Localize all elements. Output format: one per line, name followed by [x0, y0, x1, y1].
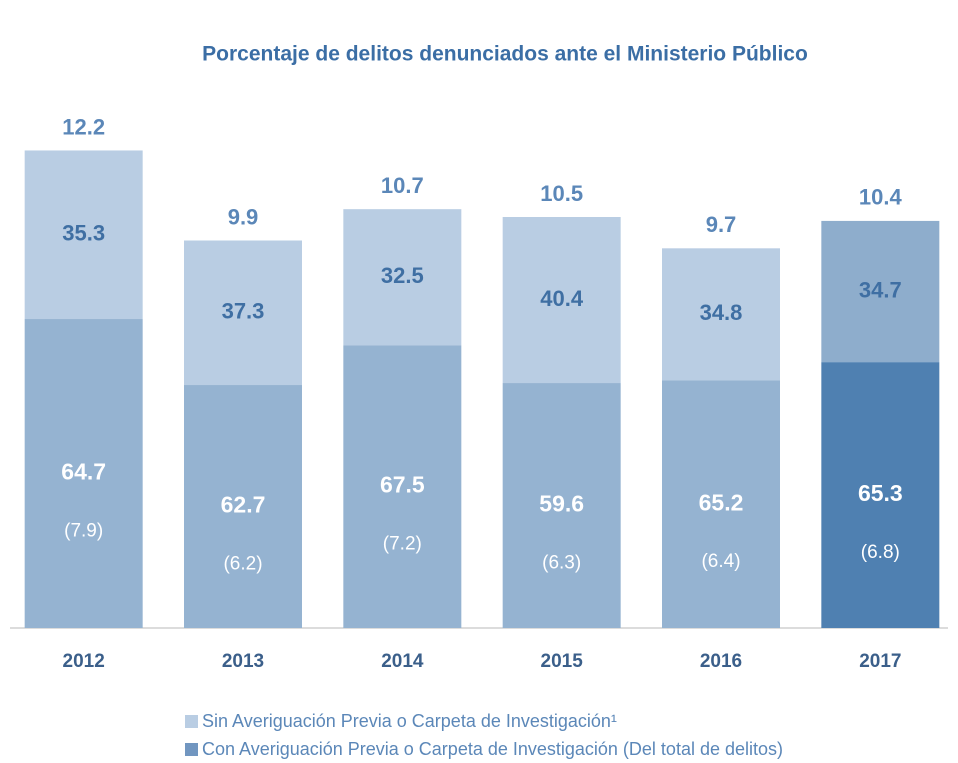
absolute-label: (6.2) — [223, 554, 262, 575]
sin-label: 35.3 — [62, 221, 105, 246]
bar-segment-con — [343, 345, 462, 628]
sin-label: 40.4 — [540, 286, 584, 311]
con-label: 65.2 — [699, 489, 744, 515]
absolute-label: (6.3) — [542, 553, 581, 574]
sin-label: 37.3 — [222, 299, 265, 324]
con-label: 67.5 — [380, 472, 425, 498]
legend-swatch — [185, 743, 198, 756]
legend-swatch — [185, 715, 198, 728]
absolute-label: (7.2) — [383, 534, 422, 555]
bar-segment-con — [184, 385, 302, 628]
absolute-label: (6.8) — [861, 542, 900, 563]
total-label: 12.2 — [62, 114, 105, 139]
legend-label: Sin Averiguación Previa o Carpeta de Inv… — [202, 711, 617, 731]
x-tick-label: 2017 — [859, 651, 901, 672]
sin-label: 34.7 — [859, 277, 902, 302]
con-label: 65.3 — [858, 480, 903, 506]
absolute-label: (7.9) — [64, 521, 103, 542]
con-label: 59.6 — [539, 491, 584, 517]
absolute-label: (6.4) — [701, 551, 740, 572]
bar-segment-con — [662, 380, 780, 628]
x-tick-label: 2014 — [381, 651, 424, 672]
total-label: 10.5 — [540, 181, 583, 206]
sin-label: 34.8 — [700, 300, 743, 325]
sin-label: 32.5 — [381, 263, 424, 288]
con-label: 64.7 — [61, 459, 106, 485]
bar-segment-con — [502, 383, 621, 628]
total-label: 10.4 — [859, 185, 903, 210]
x-tick-label: 2012 — [63, 651, 105, 672]
bar-segment-sin — [184, 240, 302, 386]
legend-label: Con Averiguación Previa o Carpeta de Inv… — [202, 739, 783, 759]
total-label: 9.7 — [706, 212, 737, 237]
x-tick-label: 2013 — [222, 651, 264, 672]
x-tick-label: 2016 — [700, 651, 742, 672]
total-label: 10.7 — [381, 173, 424, 198]
bar-segment-sin — [343, 209, 462, 346]
bar-segment-con — [24, 319, 143, 628]
bar-segment-sin — [662, 248, 780, 381]
bar-segment-sin — [821, 220, 940, 363]
x-tick-label: 2015 — [541, 651, 584, 672]
chart-title: Porcentaje de delitos denunciados ante e… — [202, 43, 808, 66]
bar-segment-sin — [502, 217, 621, 384]
con-label: 62.7 — [221, 492, 266, 518]
bar-segment-con — [821, 362, 940, 628]
total-label: 9.9 — [228, 204, 259, 229]
bar-segment-sin — [24, 150, 143, 320]
